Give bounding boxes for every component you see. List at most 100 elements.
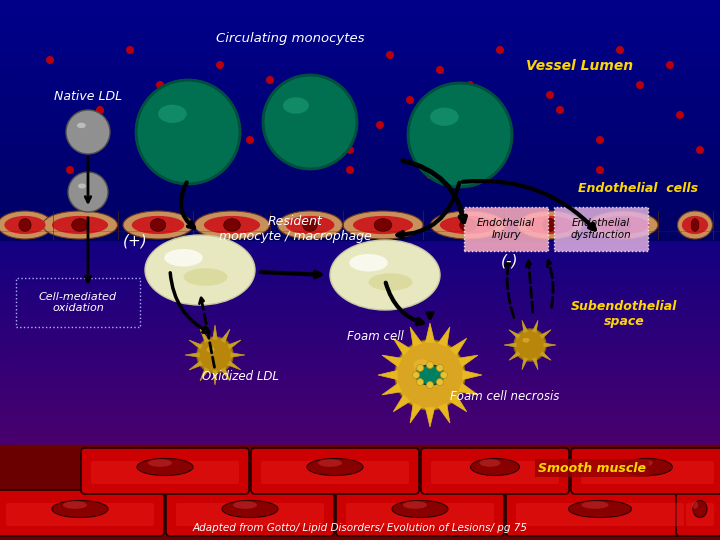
Polygon shape <box>522 357 528 370</box>
Bar <box>0 526 720 529</box>
Ellipse shape <box>392 501 448 517</box>
Ellipse shape <box>233 501 257 509</box>
Bar <box>0 221 720 224</box>
Bar <box>0 435 720 437</box>
Circle shape <box>96 106 104 114</box>
Bar <box>0 243 720 246</box>
Polygon shape <box>410 403 422 423</box>
Text: Native LDL: Native LDL <box>54 90 122 103</box>
Bar <box>0 108 720 111</box>
Bar <box>0 410 720 413</box>
Polygon shape <box>509 352 520 360</box>
Bar <box>0 143 720 146</box>
Bar <box>0 478 720 481</box>
Bar <box>0 335 720 338</box>
Bar <box>0 286 720 289</box>
Bar <box>0 246 720 248</box>
Circle shape <box>436 66 444 74</box>
Bar <box>0 445 720 540</box>
Ellipse shape <box>42 211 117 239</box>
Bar <box>0 140 720 143</box>
Bar <box>0 224 720 227</box>
Bar <box>0 146 720 148</box>
Circle shape <box>441 372 448 379</box>
Bar <box>0 232 720 235</box>
Bar <box>0 448 720 451</box>
Bar <box>0 138 720 140</box>
Bar <box>0 151 720 154</box>
Ellipse shape <box>303 219 317 231</box>
Ellipse shape <box>52 216 108 234</box>
Bar <box>0 416 720 418</box>
Bar <box>0 310 720 313</box>
Bar <box>0 70 720 73</box>
Bar <box>0 248 720 251</box>
Bar <box>0 184 720 186</box>
FancyBboxPatch shape <box>421 448 569 494</box>
Bar <box>0 392 720 394</box>
Bar <box>0 529 720 532</box>
Bar <box>0 294 720 297</box>
FancyBboxPatch shape <box>81 448 249 494</box>
FancyBboxPatch shape <box>6 503 154 526</box>
Bar <box>0 397 720 400</box>
Ellipse shape <box>52 501 108 517</box>
Text: Adapted from Gotto/ Lipid Disorders/ Evolution of Lesions/ pg 75: Adapted from Gotto/ Lipid Disorders/ Evo… <box>192 523 528 533</box>
Ellipse shape <box>597 216 649 234</box>
Bar <box>0 343 720 346</box>
Circle shape <box>146 141 154 149</box>
Ellipse shape <box>678 211 713 239</box>
Bar <box>0 124 720 127</box>
FancyBboxPatch shape <box>506 490 694 536</box>
Bar <box>0 297 720 300</box>
Bar <box>0 459 720 462</box>
Bar <box>0 421 720 424</box>
Polygon shape <box>200 329 209 342</box>
Bar <box>0 62 720 65</box>
Bar <box>0 324 720 327</box>
Polygon shape <box>231 353 245 357</box>
Polygon shape <box>509 330 520 339</box>
FancyBboxPatch shape <box>686 503 714 526</box>
Bar <box>0 516 720 518</box>
Bar <box>0 316 720 319</box>
Bar <box>0 308 720 310</box>
Bar <box>0 113 720 116</box>
Bar <box>0 354 720 356</box>
Circle shape <box>66 110 110 154</box>
Bar <box>0 451 720 454</box>
Ellipse shape <box>440 216 496 234</box>
Bar <box>0 116 720 119</box>
Polygon shape <box>213 325 217 339</box>
Circle shape <box>406 96 414 104</box>
Circle shape <box>408 83 512 187</box>
Bar <box>0 502 720 505</box>
Bar <box>0 475 720 478</box>
Bar <box>0 165 720 167</box>
Bar <box>0 216 720 219</box>
Bar <box>0 489 720 491</box>
Ellipse shape <box>204 216 260 234</box>
FancyBboxPatch shape <box>571 448 720 494</box>
Bar <box>0 535 720 537</box>
Bar <box>0 427 720 429</box>
Bar <box>0 375 720 378</box>
Bar <box>0 227 720 229</box>
Polygon shape <box>221 368 230 381</box>
Bar <box>0 367 720 370</box>
Bar <box>0 46 720 49</box>
Bar <box>0 524 720 526</box>
Bar <box>0 510 720 513</box>
Bar <box>0 408 720 410</box>
Text: Endothelial
Injury: Endothelial Injury <box>477 218 535 240</box>
Ellipse shape <box>582 501 608 509</box>
Bar <box>0 378 720 381</box>
Ellipse shape <box>222 501 278 517</box>
Bar <box>0 327 720 329</box>
Bar <box>0 267 720 270</box>
Ellipse shape <box>77 123 86 128</box>
Circle shape <box>426 381 433 388</box>
Text: Foam cell necrosis: Foam cell necrosis <box>450 390 559 403</box>
Bar <box>0 189 720 192</box>
Bar <box>0 32 720 35</box>
